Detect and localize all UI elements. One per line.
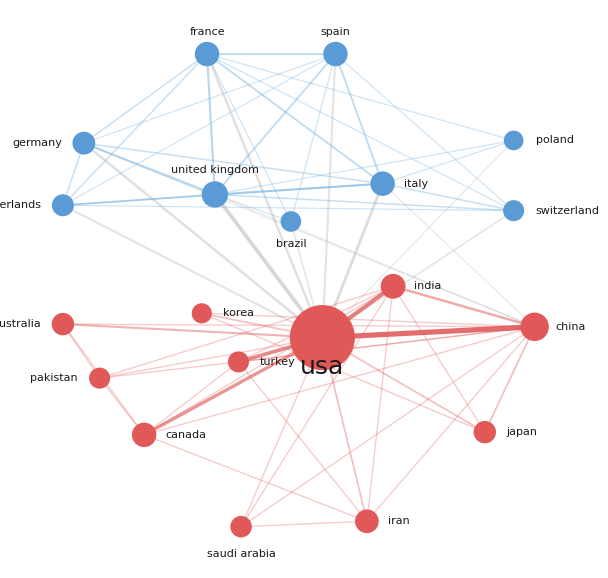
Text: brazil: brazil	[275, 239, 306, 249]
Text: iran: iran	[388, 516, 410, 527]
Point	[197, 309, 207, 318]
Text: saudi arabia: saudi arabia	[207, 549, 275, 559]
Text: netherlands: netherlands	[0, 200, 41, 210]
Point	[362, 517, 371, 526]
Text: china: china	[556, 322, 586, 332]
Point	[480, 428, 489, 437]
Point	[58, 201, 67, 210]
Point	[79, 139, 89, 148]
Point	[237, 522, 246, 531]
Point	[378, 179, 387, 188]
Text: usa: usa	[300, 355, 345, 379]
Text: switzerland: switzerland	[536, 206, 599, 216]
Text: pakistan: pakistan	[30, 373, 78, 383]
Text: united kingdom: united kingdom	[171, 165, 259, 175]
Point	[286, 217, 295, 226]
Point	[95, 373, 105, 383]
Text: spain: spain	[320, 27, 350, 38]
Point	[331, 49, 340, 58]
Text: poland: poland	[536, 135, 574, 146]
Text: australia: australia	[0, 319, 41, 329]
Text: canada: canada	[165, 430, 206, 440]
Text: italy: italy	[404, 179, 427, 188]
Point	[58, 320, 67, 329]
Point	[389, 281, 398, 291]
Text: france: france	[189, 27, 225, 38]
Point	[210, 190, 219, 199]
Text: turkey: turkey	[260, 357, 295, 367]
Point	[202, 49, 212, 58]
Point	[233, 357, 243, 366]
Text: japan: japan	[506, 427, 537, 437]
Point	[139, 430, 149, 439]
Text: korea: korea	[223, 308, 254, 318]
Point	[509, 136, 519, 145]
Text: germany: germany	[12, 138, 62, 148]
Text: india: india	[414, 281, 441, 291]
Point	[509, 206, 519, 215]
Point	[530, 322, 539, 331]
Point	[317, 333, 327, 342]
